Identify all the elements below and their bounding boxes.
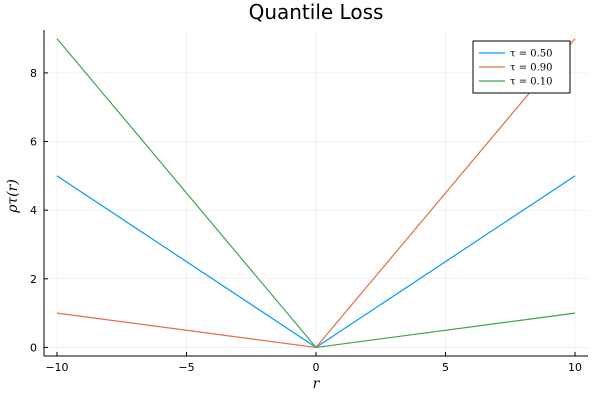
series-lines	[56, 38, 576, 349]
y-axis-label: ρτ(r)	[5, 179, 21, 214]
y-tick-label: 2	[30, 273, 37, 286]
legend-label-1: τ = 0.90	[510, 63, 553, 74]
x-tick-label: 10	[568, 361, 582, 374]
x-tick-label: −10	[45, 361, 68, 374]
x-tick-label: 0	[313, 361, 320, 374]
y-tick-label: 8	[30, 67, 37, 80]
tick-labels: −10 −5 0 5 10 0 2 4 6 8	[30, 67, 582, 374]
y-tick-label: 0	[30, 341, 37, 354]
x-axis-label: r	[313, 376, 321, 392]
y-tick-label: 4	[30, 204, 37, 217]
legend: τ = 0.50 τ = 0.90 τ = 0.10	[472, 40, 571, 94]
x-tick-label: −5	[178, 361, 194, 374]
x-tick-label: 5	[442, 361, 449, 374]
legend-label-0: τ = 0.50	[510, 49, 553, 60]
legend-label-2: τ = 0.10	[510, 77, 553, 88]
series-line-2	[56, 38, 576, 349]
chart-title: Quantile Loss	[249, 0, 384, 24]
axes	[43, 30, 588, 357]
y-tick-label: 6	[30, 136, 37, 149]
